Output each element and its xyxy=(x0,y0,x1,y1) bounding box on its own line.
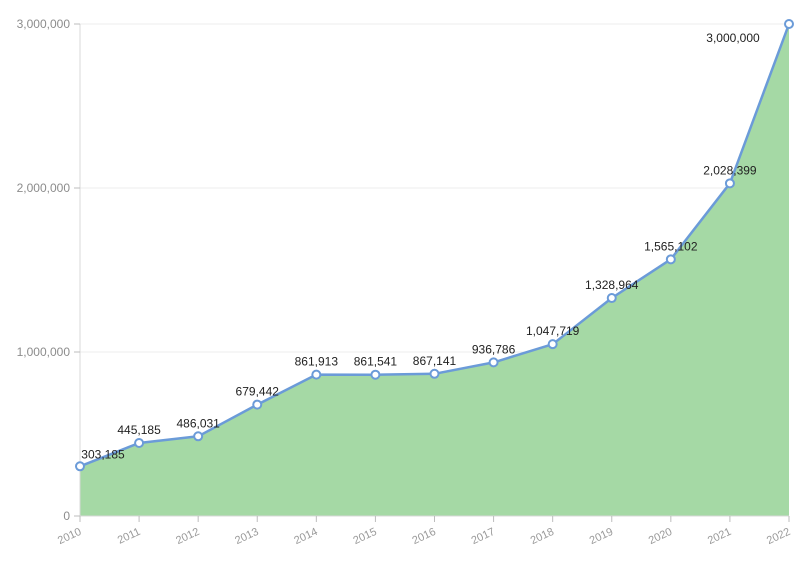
data-label: 3,000,000 xyxy=(706,31,760,45)
x-tick-label: 2022 xyxy=(765,526,792,547)
data-point[interactable] xyxy=(429,368,440,379)
y-axis-ticks: 0 1,000,000 2,000,000 3,000,000 xyxy=(17,17,80,523)
x-tick-label: 2019 xyxy=(588,526,615,547)
data-point[interactable] xyxy=(488,357,499,368)
x-tick-label: 2016 xyxy=(411,526,438,547)
data-points xyxy=(75,19,794,472)
data-point[interactable] xyxy=(193,431,204,442)
x-tick-label: 2020 xyxy=(647,526,674,547)
data-point[interactable] xyxy=(606,293,617,304)
x-tick-label: 2013 xyxy=(233,526,260,547)
data-label: 867,141 xyxy=(413,354,457,368)
data-point[interactable] xyxy=(134,437,145,448)
y-tick-label: 1,000,000 xyxy=(17,345,71,359)
data-label: 679,442 xyxy=(236,385,280,399)
x-tick-label: 2014 xyxy=(292,526,319,547)
x-tick-label: 2017 xyxy=(470,526,497,547)
y-tick-label: 0 xyxy=(63,509,70,523)
x-axis-ticks: 2010 2011 2012 2013 2014 2015 2016 2017 2018 2019… xyxy=(56,516,792,547)
data-point[interactable] xyxy=(370,369,381,380)
x-tick-label: 2015 xyxy=(351,526,378,547)
data-point[interactable] xyxy=(665,254,676,265)
x-tick-label: 2010 xyxy=(56,526,83,547)
y-tick-label: 3,000,000 xyxy=(17,17,71,31)
y-tick-label: 2,000,000 xyxy=(17,181,71,195)
data-label: 861,913 xyxy=(295,355,339,369)
data-label: 303,185 xyxy=(81,447,125,461)
data-label: 1,565,102 xyxy=(644,239,698,253)
x-tick-label: 2018 xyxy=(529,526,556,547)
x-tick-label: 2011 xyxy=(116,526,143,547)
data-point[interactable] xyxy=(547,339,558,350)
data-label: 486,031 xyxy=(176,416,220,430)
data-point[interactable] xyxy=(784,19,794,29)
data-labels: 303,185 445,185 486,031 679,442 861,913 861,5… xyxy=(81,31,760,461)
data-point[interactable] xyxy=(311,369,322,380)
data-label: 1,328,964 xyxy=(585,278,639,292)
data-point[interactable] xyxy=(724,178,735,189)
data-label: 936,786 xyxy=(472,342,516,356)
area-fill xyxy=(80,24,789,516)
x-tick-label: 2012 xyxy=(174,526,201,547)
x-tick-label: 2021 xyxy=(706,526,733,547)
data-label: 445,185 xyxy=(117,423,161,437)
data-label: 1,047,719 xyxy=(526,324,580,338)
data-label: 2,028,399 xyxy=(703,163,757,177)
data-point[interactable] xyxy=(75,461,85,472)
data-point[interactable] xyxy=(252,399,263,410)
data-label: 861,541 xyxy=(354,355,398,369)
